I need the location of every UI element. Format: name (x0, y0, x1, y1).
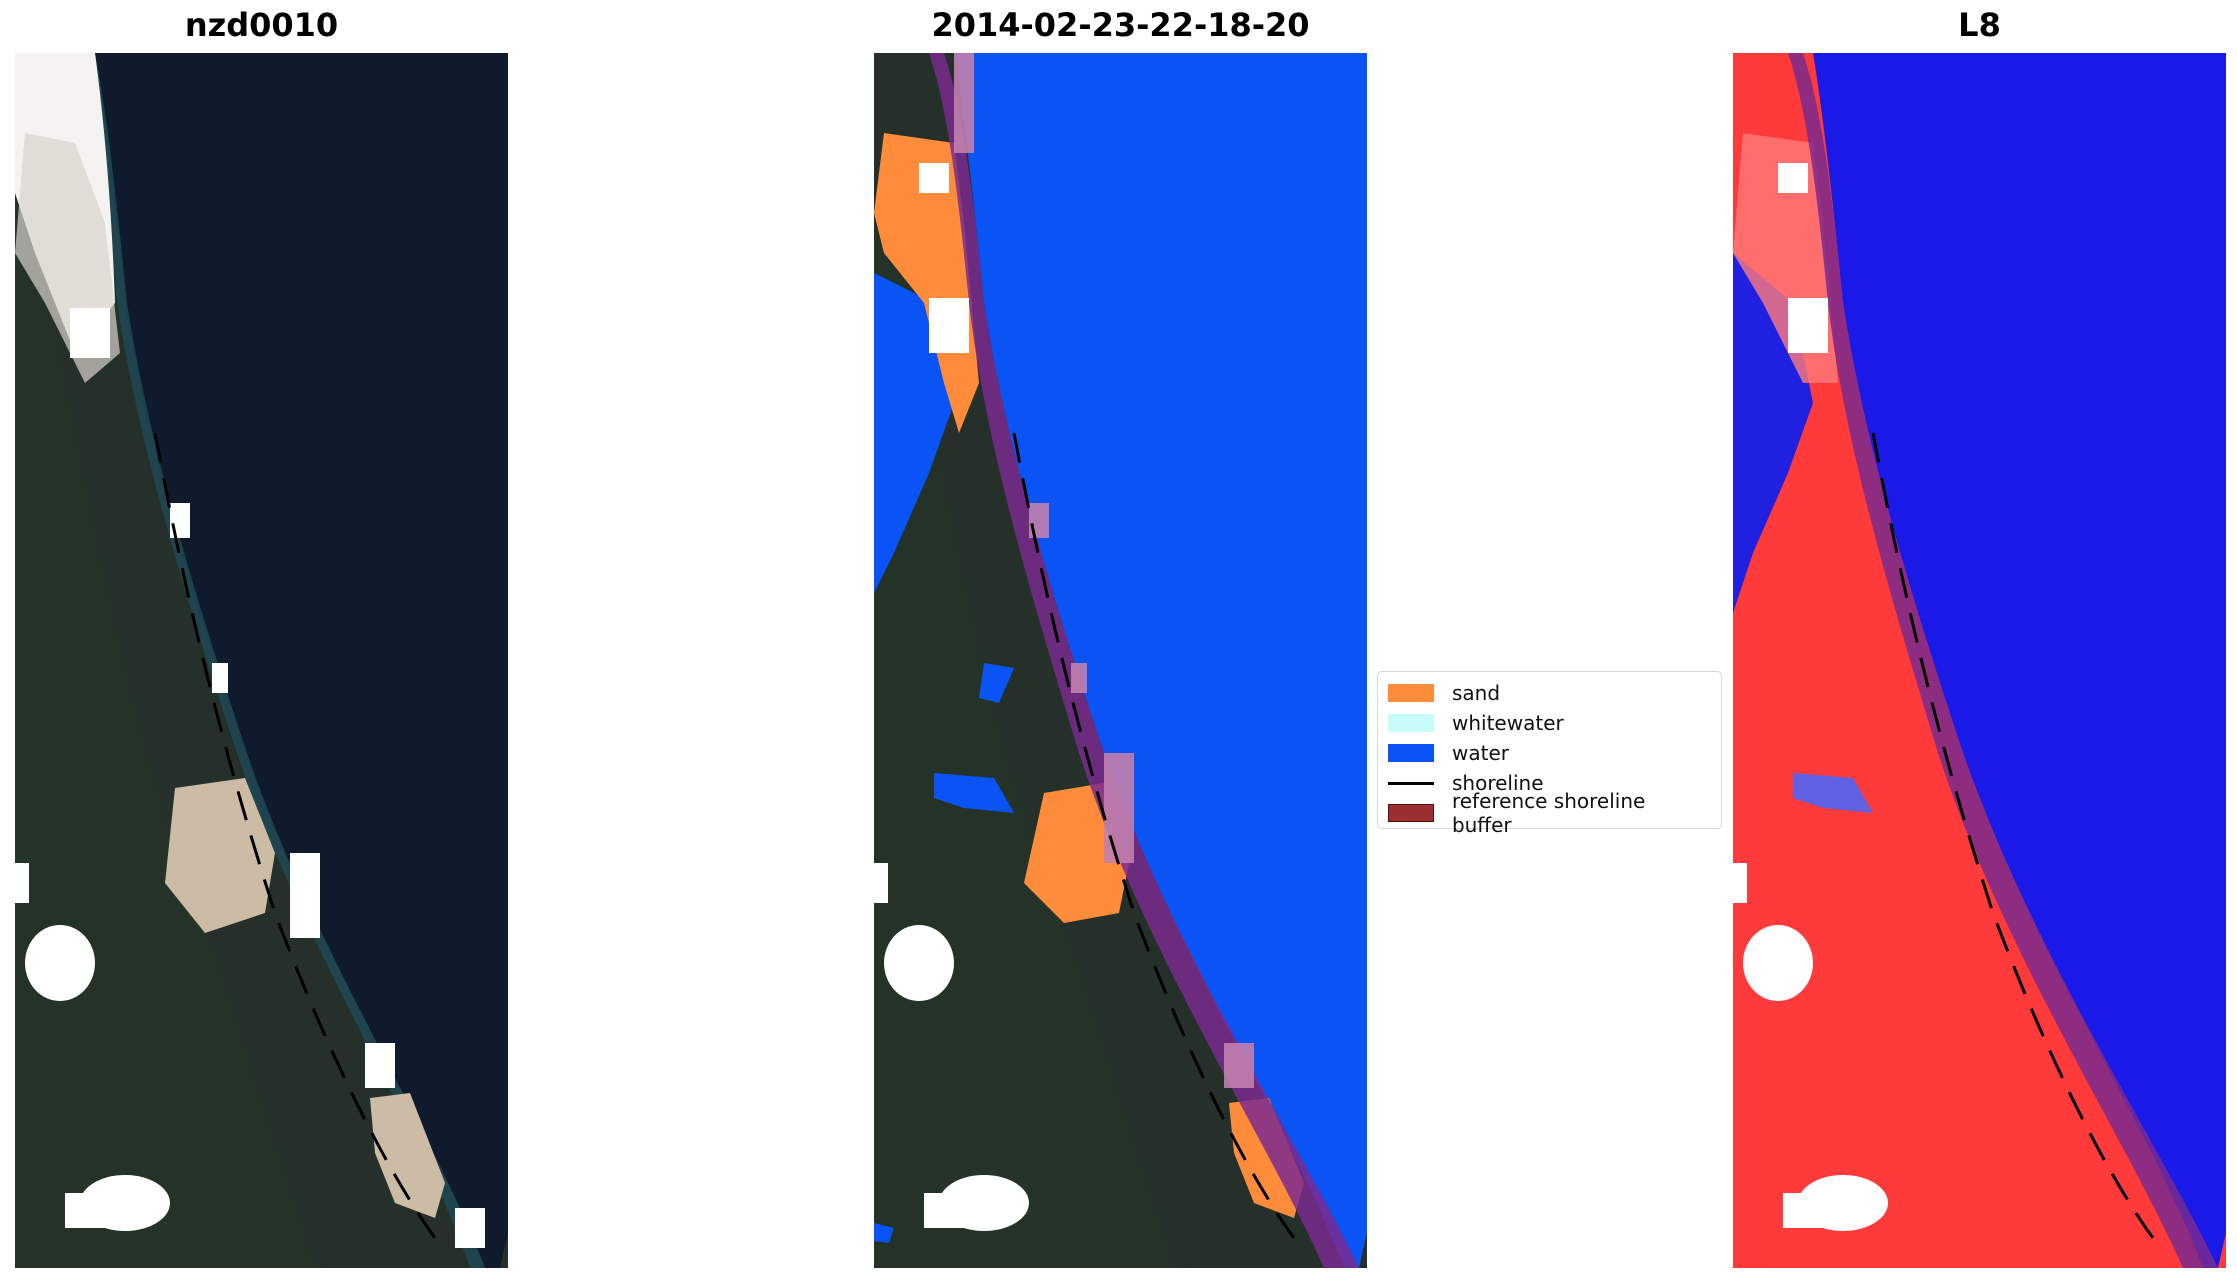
cloud-on-buffer (954, 53, 1254, 1088)
rgb-satellite-image (15, 53, 508, 1268)
whitewater-swatch (1388, 714, 1434, 732)
buffer-swatch (1388, 804, 1434, 822)
legend-item-whitewater: whitewater (1388, 708, 1711, 738)
legend-item-sand: sand (1388, 678, 1711, 708)
water-swatch (1388, 744, 1434, 762)
shoreline-trace (153, 432, 437, 1239)
panel-title-satellite: L8 (1958, 6, 2001, 44)
water-index-image (1733, 53, 2226, 1268)
legend-label-buffer: reference shoreline buffer (1451, 789, 1646, 837)
legend-item-buffer: reference shoreline buffer (1388, 789, 1711, 837)
shoreline-trace (1012, 432, 1296, 1239)
legend: sand whitewater water shoreline referenc… (1377, 671, 1722, 837)
legend-item-water: water (1388, 738, 1711, 768)
cloud-mask (15, 308, 485, 1248)
sand-patch-south (370, 1093, 445, 1218)
sea-index (1813, 53, 2226, 1268)
panel-title-site: nzd0010 (184, 6, 339, 44)
sand-swatch (1388, 684, 1434, 702)
shoreline-trace (1871, 432, 2155, 1239)
cloud-mask (1733, 163, 1888, 1231)
legend-label-shoreline: shoreline (1452, 771, 1544, 795)
forest-area (874, 173, 1174, 1268)
classified-image (874, 53, 1367, 1268)
lake-water (934, 773, 1014, 813)
forest-area (15, 173, 315, 1268)
legend-label-whitewater: whitewater (1452, 711, 1564, 735)
lake-index (1793, 773, 1873, 813)
water-class (954, 53, 1367, 1268)
ocean-area (95, 53, 508, 1268)
legend-label-sand: sand (1452, 681, 1501, 705)
sand-patch (165, 778, 275, 933)
cloud-mask (874, 163, 1029, 1231)
panel-title-date: 2014-02-23-22-18-20 (931, 6, 1310, 44)
legend-label-water: water (1452, 741, 1509, 765)
legend-item-shoreline: shoreline (1388, 768, 1711, 798)
sand-class-north (874, 133, 979, 433)
shoreline-swatch (1388, 781, 1434, 785)
